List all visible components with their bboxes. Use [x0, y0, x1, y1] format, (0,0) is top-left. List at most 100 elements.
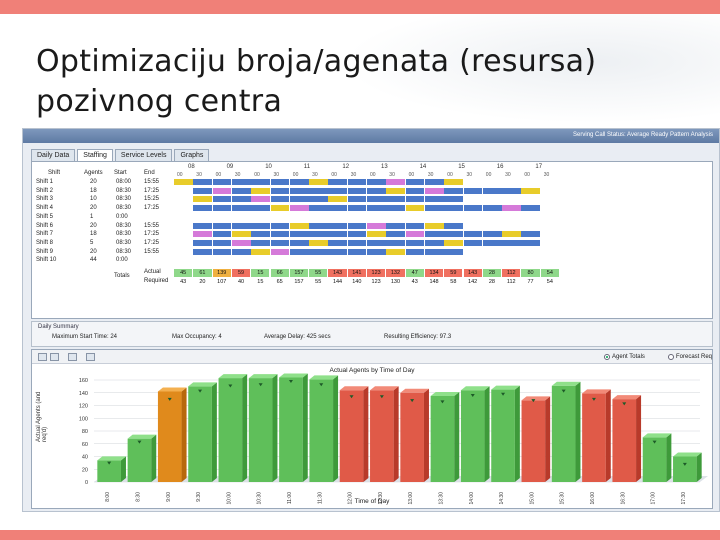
- shift-end: 15:55: [144, 222, 160, 229]
- bar-side: [545, 396, 551, 482]
- shift-segment: [367, 179, 386, 185]
- required-marker: [379, 395, 384, 399]
- required-cell: 130: [390, 279, 401, 285]
- y-tick-label: 100: [79, 416, 88, 422]
- shift-segment: [405, 239, 425, 246]
- bar-side: [636, 395, 642, 482]
- shift-segment: [270, 222, 290, 229]
- shift-segment: [482, 187, 502, 194]
- bar: [370, 390, 394, 482]
- shift-segment: [212, 196, 232, 203]
- tab-staffing[interactable]: Staffing: [77, 149, 113, 161]
- shift-segment: [405, 179, 425, 185]
- minute-label: 00: [331, 172, 337, 178]
- x-tick-label: 8:00: [105, 492, 111, 502]
- shift-agents: 1: [90, 213, 94, 220]
- y-tick-label: 160: [79, 378, 88, 384]
- shift-name: Shift 4: [36, 205, 54, 212]
- shift-segment: [193, 196, 213, 203]
- bar-side: [454, 391, 460, 482]
- bar-side: [302, 373, 308, 482]
- bar: [400, 392, 424, 482]
- bar-top: [309, 375, 339, 380]
- required-cell: 65: [276, 279, 283, 285]
- bar-side: [575, 381, 581, 482]
- radio-dot-agent-totals: [604, 354, 610, 360]
- bar-top: [612, 395, 642, 400]
- minute-label: 30: [312, 172, 318, 178]
- tab-daily-data[interactable]: Daily Data: [31, 149, 76, 161]
- bar-top: [430, 391, 460, 396]
- shift-segment: [212, 222, 232, 229]
- required-cell: 140: [352, 279, 362, 285]
- actual-cell: 45: [174, 269, 193, 277]
- tab-service-levels[interactable]: Service Levels: [114, 149, 173, 161]
- tab-graphs[interactable]: Graphs: [174, 149, 210, 161]
- bar-top: [642, 433, 672, 438]
- actual-cell: 47: [405, 269, 424, 277]
- shift-segment: [521, 231, 541, 238]
- shift-segment: [347, 187, 367, 194]
- shift-segment: [424, 196, 444, 203]
- zoom-icon[interactable]: [86, 353, 95, 361]
- slide-bottom-bar: [0, 530, 720, 540]
- shift-segment: [251, 248, 270, 255]
- actual-cell: 134: [424, 269, 444, 277]
- shift-segment: [270, 196, 290, 203]
- radio-forecast-req[interactable]: Forecast Req: [668, 354, 712, 360]
- required-cell: 157: [294, 279, 304, 285]
- bar-side: [484, 386, 490, 482]
- chart-type-icon[interactable]: [68, 353, 77, 361]
- y-tick-label: 40: [82, 455, 88, 461]
- required-marker: [107, 461, 112, 465]
- minute-label: 00: [292, 172, 299, 178]
- shift-segment: [386, 239, 406, 246]
- bar: [188, 386, 212, 482]
- shift-end: 17:25: [144, 231, 160, 238]
- radio-agent-totals[interactable]: Agent Totals: [604, 354, 645, 360]
- shift-name: Shift 8: [36, 239, 54, 246]
- shift-segment: [251, 231, 270, 238]
- shift-name: Shift 1: [36, 179, 54, 185]
- actual-cell: 59: [231, 269, 251, 277]
- shift-segment: [347, 222, 367, 229]
- shift-segment: [309, 239, 328, 246]
- required-marker: [501, 392, 506, 396]
- x-tick-label: 17:00: [651, 492, 657, 505]
- print-icon[interactable]: [50, 353, 59, 361]
- shift-segment: [328, 222, 348, 229]
- required-cell: 144: [332, 279, 343, 285]
- required-cell: 15: [257, 279, 264, 285]
- actual-cell: 15: [251, 269, 270, 277]
- radio-dot-forecast-req: [668, 354, 674, 360]
- daily-summary-header: Daily Summary: [38, 324, 79, 330]
- shift-start: 0:00: [116, 257, 128, 264]
- copy-icon[interactable]: [38, 353, 47, 361]
- shift-segment: [502, 205, 521, 212]
- shift-segment: [347, 205, 367, 212]
- shift-segment: [309, 187, 328, 194]
- minute-label: 00: [177, 172, 183, 178]
- required-cell: 112: [506, 279, 516, 285]
- shift-segment: [367, 239, 386, 246]
- minute-label: 00: [408, 172, 415, 178]
- shift-segment: [444, 222, 463, 229]
- actual-cell: 143: [328, 269, 347, 277]
- required-cell: 123: [371, 279, 381, 285]
- bar-side: [423, 388, 429, 482]
- required-marker: [198, 389, 203, 393]
- chart-title: Actual Agents by Time of Day: [329, 367, 415, 374]
- shift-segment: [347, 248, 367, 255]
- shift-start: 08:30: [116, 187, 132, 194]
- shift-segment: [270, 187, 290, 194]
- shift-segment: [444, 239, 463, 246]
- shift-segment: [289, 231, 309, 238]
- bar: [491, 389, 515, 482]
- actual-cell: 141: [347, 269, 366, 277]
- shift-segment: [386, 231, 406, 238]
- shift-segment: [251, 205, 270, 212]
- shift-segment: [367, 222, 386, 229]
- bar-side: [242, 374, 248, 482]
- bar-chart: 0 20 40 60 80 100 120 140 160 8:00 8:30 9:00 9:30 10:…: [79, 373, 708, 505]
- shift-end: 15:55: [144, 179, 160, 185]
